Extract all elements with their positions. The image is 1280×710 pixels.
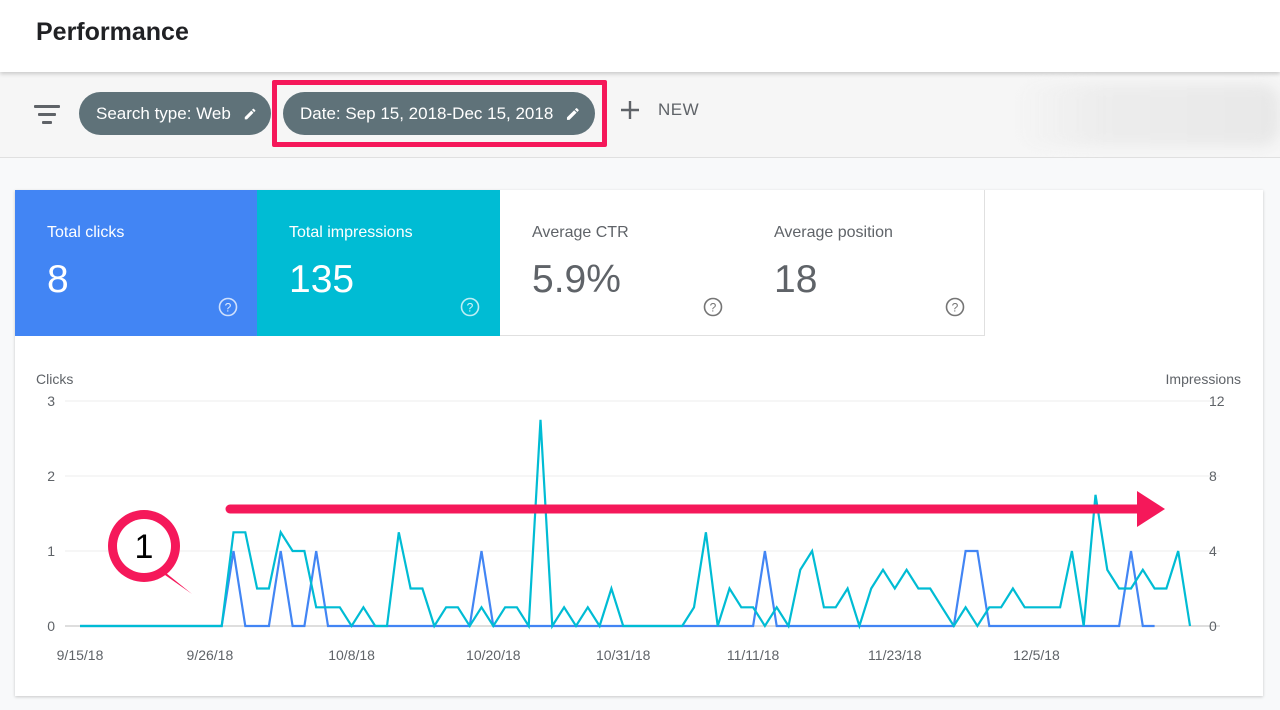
pencil-icon[interactable] xyxy=(565,105,581,123)
help-circle-icon[interactable]: ? xyxy=(218,297,238,317)
y-tick-label: 0 xyxy=(47,618,55,634)
search-type-chip[interactable]: Search type: Web xyxy=(79,92,271,135)
metric-total-impressions[interactable]: Total impressions 135 ? xyxy=(257,190,500,336)
series-line-clicks xyxy=(80,549,1155,628)
y2-tick-label: 8 xyxy=(1209,468,1217,484)
metric-value: 5.9% xyxy=(532,258,621,301)
x-tick-label: 12/5/18 xyxy=(1013,647,1060,663)
x-tick-label: 11/23/18 xyxy=(868,647,922,663)
x-tick-label: 11/11/18 xyxy=(727,647,780,663)
page-title: Performance xyxy=(36,18,189,46)
help-circle-icon[interactable]: ? xyxy=(703,297,723,317)
annotation-arrow-head xyxy=(1137,491,1165,527)
svg-text:?: ? xyxy=(710,301,717,315)
y-axis-title: Clicks xyxy=(36,371,73,387)
callout-number: 1 xyxy=(135,528,154,566)
new-filter-label: NEW xyxy=(658,100,700,119)
series-line-impressions xyxy=(80,419,1192,630)
metric-value: 18 xyxy=(774,258,818,301)
metric-average-position[interactable]: Average position 18 ? xyxy=(742,190,985,336)
filter-bar: Search type: Web Date: Sep 15, 2018-Dec … xyxy=(0,72,1280,158)
metric-total-clicks[interactable]: Total clicks 8 ? xyxy=(15,190,258,336)
date-chip-label: Date: Sep 15, 2018-Dec 15, 2018 xyxy=(300,103,554,123)
metric-average-ctr[interactable]: Average CTR 5.9% ? xyxy=(500,190,743,336)
svg-text:?: ? xyxy=(225,301,232,315)
new-filter-button[interactable]: NEW xyxy=(620,100,699,120)
performance-card: Total clicks 8 ? Total impressions 135 ?… xyxy=(15,190,1263,696)
metric-label: Average position xyxy=(774,224,893,241)
help-circle-icon[interactable]: ? xyxy=(945,297,965,317)
plus-icon xyxy=(621,101,639,119)
date-chip[interactable]: Date: Sep 15, 2018-Dec 15, 2018 xyxy=(283,92,595,135)
help-circle-icon[interactable]: ? xyxy=(460,297,480,317)
svg-text:?: ? xyxy=(952,301,959,315)
metric-label: Total clicks xyxy=(47,224,125,241)
callout-badge-inner xyxy=(117,519,171,573)
blurred-region xyxy=(1015,84,1280,146)
metric-value: 8 xyxy=(47,258,69,301)
x-tick-label: 9/26/18 xyxy=(187,647,234,663)
svg-text:?: ? xyxy=(467,301,474,315)
metric-value: 135 xyxy=(289,258,355,301)
pencil-icon[interactable] xyxy=(243,105,257,123)
filter-icon[interactable] xyxy=(34,103,60,125)
search-type-chip-label: Search type: Web xyxy=(96,103,231,123)
x-tick-label: 10/20/18 xyxy=(466,647,521,663)
metric-label: Average CTR xyxy=(532,224,629,241)
y2-axis-title: Impressions xyxy=(1166,371,1241,387)
y2-tick-label: 4 xyxy=(1209,543,1217,559)
y-tick-label: 1 xyxy=(47,543,55,559)
y2-tick-label: 12 xyxy=(1209,393,1225,409)
metric-label: Total impressions xyxy=(289,224,413,241)
y2-tick-label: 0 xyxy=(1209,618,1217,634)
y-tick-label: 2 xyxy=(47,468,55,484)
x-tick-label: 9/15/18 xyxy=(57,647,104,663)
x-tick-label: 10/31/18 xyxy=(596,647,651,663)
x-tick-label: 10/8/18 xyxy=(328,647,375,663)
page-header: Performance xyxy=(0,0,1280,72)
y-tick-label: 3 xyxy=(47,393,55,409)
